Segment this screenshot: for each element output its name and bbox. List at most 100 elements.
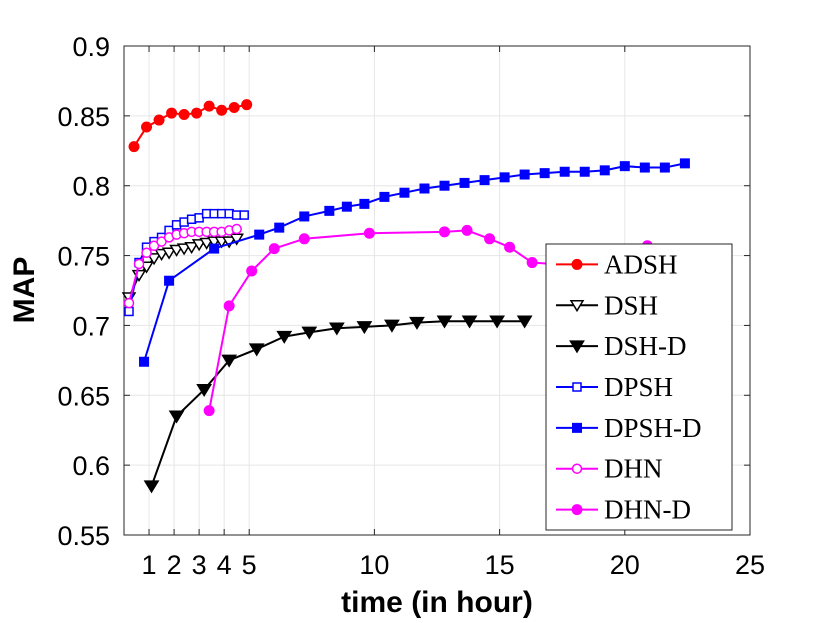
series-dsh-d: [143, 315, 533, 494]
y-tick-label: 0.85: [57, 102, 110, 132]
y-tick-label: 0.65: [57, 381, 110, 411]
series-dhn: [123, 223, 242, 309]
legend-entry-adsh: ADSH: [556, 249, 678, 279]
data-point-dpsh-d: [399, 187, 410, 198]
legend-entry-dsh-d: DSH-D: [556, 331, 687, 361]
data-point-dsh-d: [489, 315, 505, 329]
series-line-adsh: [133, 103, 247, 148]
data-point-dsh: [146, 253, 162, 266]
legend-label-dsh-d: DSH-D: [604, 331, 687, 361]
y-axis-title: MAP: [8, 257, 41, 324]
data-point-dhn-d: [203, 405, 215, 417]
data-point-dsh-d: [168, 410, 185, 424]
data-point-dhn-d: [223, 300, 235, 312]
data-point-adsh: [166, 107, 178, 119]
data-point-dpsh-d: [254, 229, 265, 240]
x-tick-label: 25: [735, 550, 765, 580]
data-point-dpsh-d: [324, 205, 335, 216]
data-point-dpsh-d: [299, 211, 310, 222]
data-point-dsh-d: [461, 315, 478, 329]
data-point-dhn: [141, 247, 152, 259]
data-point-dhn-d: [461, 224, 473, 236]
data-point-dpsh-d: [274, 222, 285, 233]
legend: ADSH DSH DSH-D DPSH DPSH-D DHN DHN-D: [545, 243, 733, 531]
data-point-dpsh-d: [341, 201, 352, 212]
legend-marker-dsh: [569, 300, 585, 313]
series-adsh: [128, 99, 253, 153]
legend-entry-dpsh-d: DPSH-D: [556, 413, 702, 443]
data-point-dsh-d: [409, 316, 425, 330]
data-point-dsh-d: [276, 330, 293, 344]
x-tick-label: 2: [167, 550, 182, 580]
legend-marker-dhn: [571, 463, 583, 474]
legend-entry-dhn: DHN: [556, 454, 663, 484]
legend-marker-dhn-d: [571, 504, 583, 516]
legend-marker-adsh: [571, 258, 583, 270]
data-point-dpsh-d: [659, 162, 670, 173]
legend-label-adsh: ADSH: [604, 249, 678, 279]
axes: 1 2 3 4 5 10 15 20 25 0.55 0.6 0.65 0.7 0.75 0.8 0.85 0.…: [57, 32, 765, 580]
legend-marker-dpsh: [572, 382, 582, 392]
legend-label-dpsh-d: DPSH-D: [604, 413, 702, 443]
data-point-adsh: [203, 100, 215, 112]
data-point-dsh-d: [436, 315, 453, 329]
data-point-dhn: [133, 258, 145, 270]
data-point-adsh: [191, 107, 203, 119]
legend-entry-dpsh: DPSH: [556, 372, 673, 402]
legend-label-dhn-d: DHN-D: [604, 495, 691, 525]
data-point-dpsh-d: [639, 162, 650, 173]
data-point-dhn-d: [504, 241, 516, 253]
data-point-dpsh-d: [459, 177, 470, 188]
data-point-adsh: [216, 104, 228, 116]
data-point-dhn: [231, 223, 242, 235]
data-point-dpsh-d: [679, 158, 690, 169]
data-point-dhn-d: [363, 227, 375, 239]
data-point-dsh-d: [221, 354, 238, 368]
data-point-adsh: [153, 114, 165, 126]
data-point-dpsh-d: [499, 172, 510, 183]
data-point-dpsh: [239, 210, 249, 220]
data-point-dsh-d: [356, 321, 373, 335]
x-axis-title: time (in hour): [341, 586, 533, 619]
legend-entry-dhn-d: DHN-D: [556, 495, 691, 525]
y-tick-label: 0.75: [57, 242, 110, 272]
data-point-dpsh: [124, 306, 134, 317]
x-tick-label: 3: [192, 550, 207, 580]
data-point-dsh-d: [248, 343, 265, 357]
data-point-adsh: [228, 101, 240, 113]
y-tick-label: 0.8: [72, 172, 110, 202]
data-point-dpsh-d: [139, 356, 150, 367]
y-tick-label: 0.7: [72, 311, 110, 341]
legend-entry-dsh: DSH: [556, 290, 658, 320]
data-point-dsh-d: [301, 326, 318, 340]
legend-label-dsh: DSH: [604, 290, 658, 320]
data-point-dpsh-d: [479, 175, 490, 186]
x-tick-label: 1: [142, 550, 157, 580]
x-tick-label: 5: [242, 550, 257, 580]
data-point-dpsh-d: [439, 180, 450, 191]
data-point-dpsh-d: [559, 166, 570, 177]
y-tick-label: 0.9: [72, 32, 110, 62]
data-point-dhn-d: [268, 243, 280, 255]
data-point-dpsh-d: [209, 243, 220, 254]
data-point-dpsh-d: [419, 183, 430, 194]
data-point-dhn-d: [246, 265, 258, 277]
data-point-dsh-d: [384, 319, 400, 333]
data-point-dsh-d: [328, 322, 345, 336]
data-point-dpsh-d: [519, 169, 530, 180]
x-tick-label: 10: [359, 550, 389, 580]
legend-marker-dpsh-d: [572, 422, 582, 433]
data-point-dsh: [229, 233, 245, 246]
data-point-dsh-d: [196, 383, 213, 397]
data-point-adsh: [178, 108, 190, 120]
data-point-dhn: [123, 297, 135, 309]
data-point-adsh: [141, 121, 153, 133]
legend-marker-dsh-d: [569, 340, 585, 354]
data-point-dsh-d: [143, 480, 160, 494]
y-tick-label: 0.6: [72, 451, 110, 481]
x-tick-label: 4: [217, 550, 232, 580]
data-point-dhn-d: [526, 257, 538, 269]
series-dpsh-d: [139, 158, 690, 367]
data-point-dhn-d: [298, 233, 310, 245]
